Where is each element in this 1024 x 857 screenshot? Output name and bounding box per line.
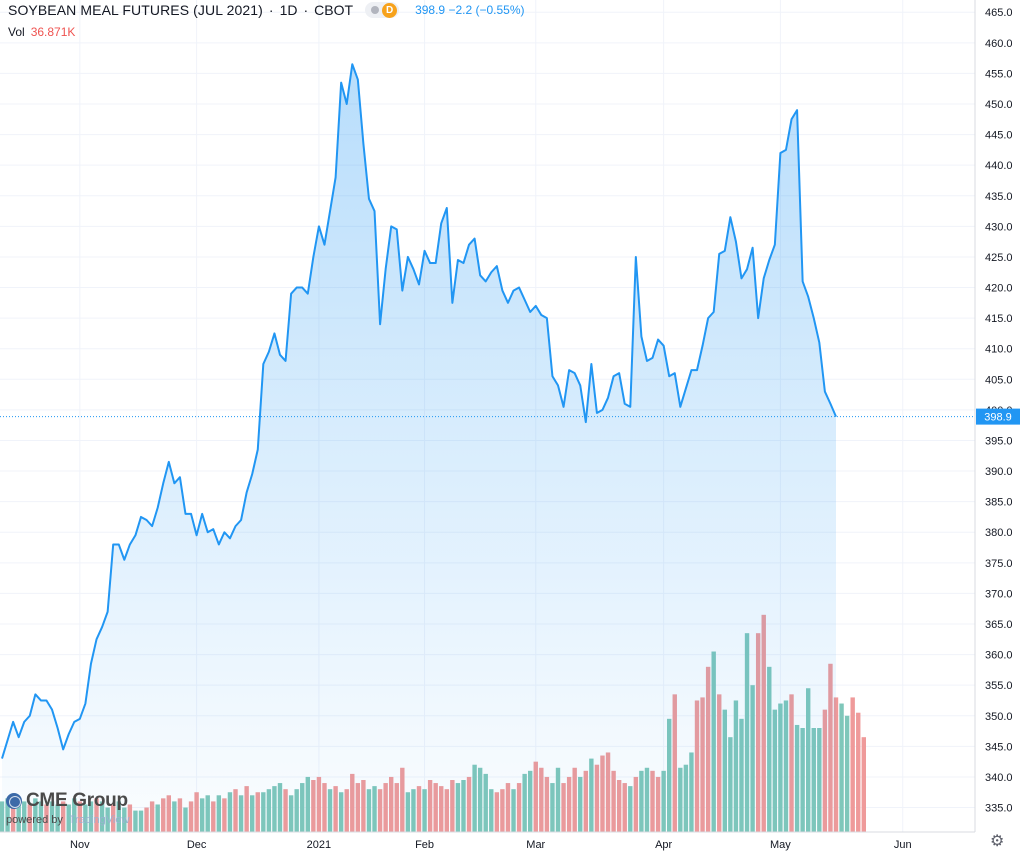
time-axis: Nov Dec 2021 Feb Mar Apr May Jun <box>70 839 912 851</box>
separator-dot: · <box>303 2 309 18</box>
y-tick-label: 345.0 <box>985 741 1013 753</box>
market-status-pill[interactable]: D <box>365 2 400 18</box>
powered-by-text: powered by <box>6 814 63 826</box>
y-tick-label: 360.0 <box>985 650 1013 662</box>
volume-bar <box>856 712 861 832</box>
x-tick-label: Dec <box>187 839 207 851</box>
last-price-badge-bg <box>976 408 1020 425</box>
y-tick-label: 410.0 <box>985 344 1013 356</box>
status-dot-icon <box>371 6 380 14</box>
y-tick-label: 425.0 <box>985 252 1013 264</box>
y-tick-label: 355.0 <box>985 680 1013 692</box>
interval-label[interactable]: 1D <box>279 2 298 18</box>
powered-by[interactable]: powered by TradingView <box>6 814 129 826</box>
tradingview-link[interactable]: TradingView <box>68 814 130 826</box>
y-tick-label: 335.0 <box>985 803 1013 815</box>
price-change: −2.2 (−0.55%) <box>448 3 525 17</box>
volume-bar <box>839 703 844 832</box>
y-tick-label: 415.0 <box>985 313 1013 325</box>
volume-bar <box>844 715 850 832</box>
x-tick-label: 2021 <box>307 839 331 851</box>
y-tick-label: 350.0 <box>985 711 1013 723</box>
volume-value: 36.871K <box>30 25 76 39</box>
x-tick-label: Jun <box>894 839 912 851</box>
y-tick-label: 390.0 <box>985 466 1013 478</box>
y-tick-label: 385.0 <box>985 497 1013 509</box>
last-price-quote: 398.9 −2.2 (−0.55%) <box>415 3 524 17</box>
y-tick-label: 465.0 <box>985 7 1013 19</box>
legend-header: SOYBEAN MEAL FUTURES (JUL 2021) · 1D · C… <box>8 2 525 18</box>
y-tick-label: 445.0 <box>985 130 1013 142</box>
logo-text: CME Group <box>26 790 128 811</box>
separator-dot: · <box>268 2 274 18</box>
last-price-badge: 398.9 <box>976 408 1020 425</box>
y-tick-label: 435.0 <box>985 191 1013 203</box>
gear-icon[interactable]: ⚙ <box>990 833 1005 850</box>
symbol-title[interactable]: SOYBEAN MEAL FUTURES (JUL 2021) <box>8 2 263 18</box>
price-line <box>1 63 837 759</box>
price-axis: 465.0 460.0 455.0 450.0 445.0 440.0 435.0 430.0… <box>985 7 1013 814</box>
x-tick-label: May <box>770 839 791 851</box>
y-tick-label: 430.0 <box>985 221 1013 233</box>
y-tick-label: 365.0 <box>985 619 1013 631</box>
y-tick-label: 440.0 <box>985 160 1013 172</box>
y-tick-label: 395.0 <box>985 435 1013 447</box>
x-tick-label: Mar <box>526 839 545 851</box>
cme-group-logo: CME Group <box>6 790 128 812</box>
price-area <box>2 64 836 833</box>
x-tick-label: Feb <box>415 839 434 851</box>
y-tick-label: 455.0 <box>985 68 1013 80</box>
volume-label: Vol <box>8 25 25 39</box>
exchange-label: CBOT <box>314 2 354 18</box>
y-tick-label: 380.0 <box>985 527 1013 539</box>
volume-legend: Vol 36.871K <box>8 25 75 39</box>
y-tick-label: 460.0 <box>985 38 1013 50</box>
volume-bar <box>850 697 855 832</box>
x-tick-label: Nov <box>70 839 90 851</box>
y-tick-label: 420.0 <box>985 283 1013 295</box>
delayed-badge: D <box>382 2 398 18</box>
y-tick-label: 375.0 <box>985 558 1013 570</box>
volume-bar <box>861 737 866 832</box>
y-tick-label: 405.0 <box>985 374 1013 386</box>
last-price: 398.9 <box>415 3 446 17</box>
last-price-badge-text: 398.9 <box>984 412 1012 424</box>
globe-icon <box>6 793 22 809</box>
x-tick-label: Apr <box>655 839 672 851</box>
y-tick-label: 450.0 <box>985 99 1013 111</box>
y-tick-label: 340.0 <box>985 772 1013 784</box>
y-tick-label: 370.0 <box>985 588 1013 600</box>
